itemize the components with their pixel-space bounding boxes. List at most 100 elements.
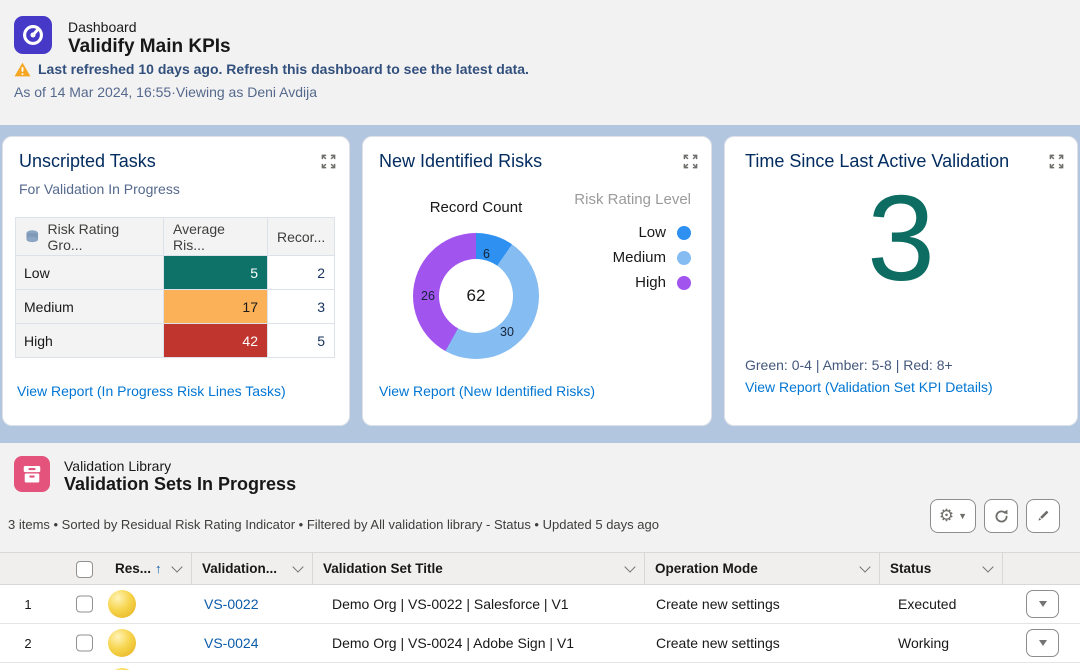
column-header-operation-mode[interactable]: Operation Mode	[645, 553, 880, 584]
legend-label: Medium	[612, 249, 666, 266]
column-label: Validation Set Title	[323, 561, 443, 576]
card-title: New Identified Risks	[379, 151, 543, 171]
risk-summary-table: Risk Rating Gro... Average Ris... Recor.…	[15, 217, 335, 358]
record-count-cell: 3	[317, 298, 325, 315]
chevron-down-icon[interactable]	[292, 560, 304, 573]
refresh-icon	[995, 509, 1008, 522]
as-of-line: As of 14 Mar 2024, 16:55·Viewing as Deni…	[14, 84, 318, 100]
view-report-link[interactable]: View Report (New Identified Risks)	[379, 383, 596, 399]
list-meta: 3 items • Sorted by Residual Risk Rating…	[8, 517, 659, 532]
residual-risk-indicator-yellow	[108, 590, 136, 618]
view-report-link[interactable]: View Report (In Progress Risk Lines Task…	[17, 383, 286, 399]
row-checkbox[interactable]	[76, 634, 93, 652]
legend-label: Low	[638, 224, 666, 241]
list-refresh-button[interactable]	[984, 499, 1018, 533]
card-time-since-last-active-validation: Time Since Last Active Validation 3 Gree…	[724, 136, 1078, 426]
list-settings-button[interactable]: ⚙ ▼	[930, 499, 976, 533]
column-record-count: Recor...	[268, 218, 334, 255]
residual-risk-indicator-yellow	[108, 668, 136, 670]
warning-icon	[14, 62, 31, 76]
column-header-residual-risk[interactable]: Res... ↑	[105, 553, 192, 584]
column-label: Validation...	[202, 561, 278, 576]
validation-set-link[interactable]: VS-0022	[204, 596, 259, 612]
refresh-warning: Last refreshed 10 days ago. Refresh this…	[14, 61, 529, 77]
table-row	[0, 663, 1080, 670]
column-header-status[interactable]: Status	[880, 553, 1003, 584]
legend-item-high[interactable]: High	[574, 270, 691, 295]
legend-item-medium[interactable]: Medium	[574, 245, 691, 270]
average-risk-cell: 5	[164, 256, 268, 289]
donut-chart[interactable]: 62	[413, 233, 539, 359]
select-all-checkbox[interactable]	[76, 561, 93, 578]
legend-title: Risk Rating Level	[574, 191, 691, 208]
validation-set-link[interactable]: VS-0024	[204, 635, 259, 651]
average-risk-cell: 17	[164, 290, 268, 323]
column-header-validation[interactable]: Validation...	[192, 553, 313, 584]
column-average-risk: Average Ris...	[164, 218, 268, 255]
validation-library-icon	[14, 456, 50, 492]
dashboard-icon	[14, 16, 52, 54]
risk-group-label: Low	[16, 256, 164, 289]
legend-dot-high	[677, 275, 691, 290]
legend-dot-low	[677, 225, 691, 240]
list-title: Validation Sets In Progress	[64, 474, 297, 494]
row-actions-button[interactable]	[1026, 629, 1059, 657]
expand-icon[interactable]	[321, 154, 336, 169]
column-label: Res...	[115, 561, 152, 576]
residual-risk-indicator-yellow	[108, 629, 136, 657]
chevron-down-icon[interactable]	[859, 560, 871, 573]
gauge-icon	[23, 25, 43, 45]
row-number: 2	[24, 635, 32, 651]
record-type-label: Dashboard	[68, 19, 137, 35]
segment-label-medium: 30	[500, 325, 514, 339]
sort-ascending-icon: ↑	[155, 561, 162, 576]
card-title: Unscripted Tasks	[19, 151, 156, 171]
column-risk-rating-group: Risk Rating Gro...	[47, 220, 120, 253]
card-unscripted-tasks: Unscripted Tasks For Validation In Progr…	[2, 136, 350, 426]
card-title: Time Since Last Active Validation	[745, 151, 1010, 171]
risk-table-row-low: Low 5 2	[16, 256, 334, 290]
object-cylinder-icon	[26, 230, 39, 243]
column-header-validation-set-title[interactable]: Validation Set Title	[313, 553, 645, 584]
expand-icon[interactable]	[1049, 154, 1064, 169]
risk-table-row-high: High 42 5	[16, 324, 334, 358]
legend-item-low[interactable]: Low	[574, 220, 691, 245]
chevron-down-icon[interactable]	[171, 560, 183, 573]
risk-group-label: High	[16, 324, 164, 357]
validation-set-title: Demo Org | VS-0024 | Adobe Sign | V1	[332, 635, 575, 651]
record-count-cell: 2	[317, 264, 325, 281]
legend-dot-medium	[677, 250, 691, 265]
row-actions-button[interactable]	[1026, 590, 1059, 618]
column-label: Status	[890, 561, 932, 576]
segment-label-high: 26	[421, 289, 435, 303]
chevron-down-icon[interactable]	[982, 560, 994, 573]
operation-mode: Create new settings	[656, 635, 780, 651]
risk-table-header: Risk Rating Gro... Average Ris... Recor.…	[16, 218, 334, 256]
row-number: 1	[24, 596, 32, 612]
threshold-legend: Green: 0-4 | Amber: 5-8 | Red: 8+	[745, 357, 953, 373]
dashboard-canvas: Unscripted Tasks For Validation In Progr…	[0, 125, 1080, 443]
card-new-identified-risks: New Identified Risks Record Count 62 6 3…	[362, 136, 712, 426]
page-title: Validify Main KPIs	[68, 36, 231, 57]
chart-legend: Risk Rating Level Low Medium High	[574, 191, 691, 295]
archive-box-icon	[23, 466, 41, 483]
operation-mode: Create new settings	[656, 596, 780, 612]
pencil-icon	[1038, 510, 1049, 521]
card-subtitle: For Validation In Progress	[19, 181, 180, 197]
grid-header: Res... ↑ Validation... Validation Set Ti…	[0, 552, 1080, 585]
gear-icon: ⚙	[938, 506, 955, 526]
average-risk-cell: 42	[164, 324, 268, 357]
caret-down-icon: ▼	[958, 511, 968, 521]
view-report-link[interactable]: View Report (Validation Set KPI Details)	[745, 379, 993, 395]
refresh-warning-text: Last refreshed 10 days ago. Refresh this…	[38, 61, 529, 77]
risk-group-label: Medium	[16, 290, 164, 323]
risk-table-row-medium: Medium 17 3	[16, 290, 334, 324]
row-checkbox[interactable]	[76, 595, 93, 613]
chevron-down-icon[interactable]	[624, 560, 636, 573]
list-record-type-label: Validation Library	[64, 458, 172, 474]
chart-title: Record Count	[429, 199, 523, 216]
expand-icon[interactable]	[683, 154, 698, 169]
list-edit-button[interactable]	[1026, 499, 1060, 533]
validation-set-title: Demo Org | VS-0022 | Salesforce | V1	[332, 596, 569, 612]
column-label: Operation Mode	[655, 561, 758, 576]
